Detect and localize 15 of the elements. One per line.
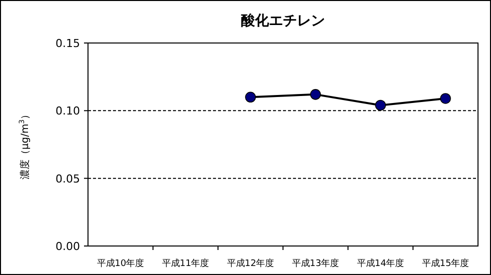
y-tick-label: 0.00 <box>56 240 80 253</box>
y-tick-label: 0.10 <box>56 104 80 118</box>
point <box>245 92 256 103</box>
x-tick-label: 平成12年度 <box>226 258 274 269</box>
x-tick-label: 平成13年度 <box>292 258 340 269</box>
point <box>440 93 451 104</box>
x-tick-label: 平成10年度 <box>96 258 144 269</box>
x-tick-label: 平成15年度 <box>422 258 470 269</box>
y-tick-label: 0.15 <box>56 37 80 50</box>
point <box>310 89 321 100</box>
chart-title: 酸化エチレン <box>241 13 325 29</box>
x-tick-label: 平成11年度 <box>162 258 210 269</box>
y-tick-label: 0.05 <box>56 172 80 186</box>
x-tick-label: 平成14年度 <box>356 258 404 269</box>
point <box>375 100 386 111</box>
